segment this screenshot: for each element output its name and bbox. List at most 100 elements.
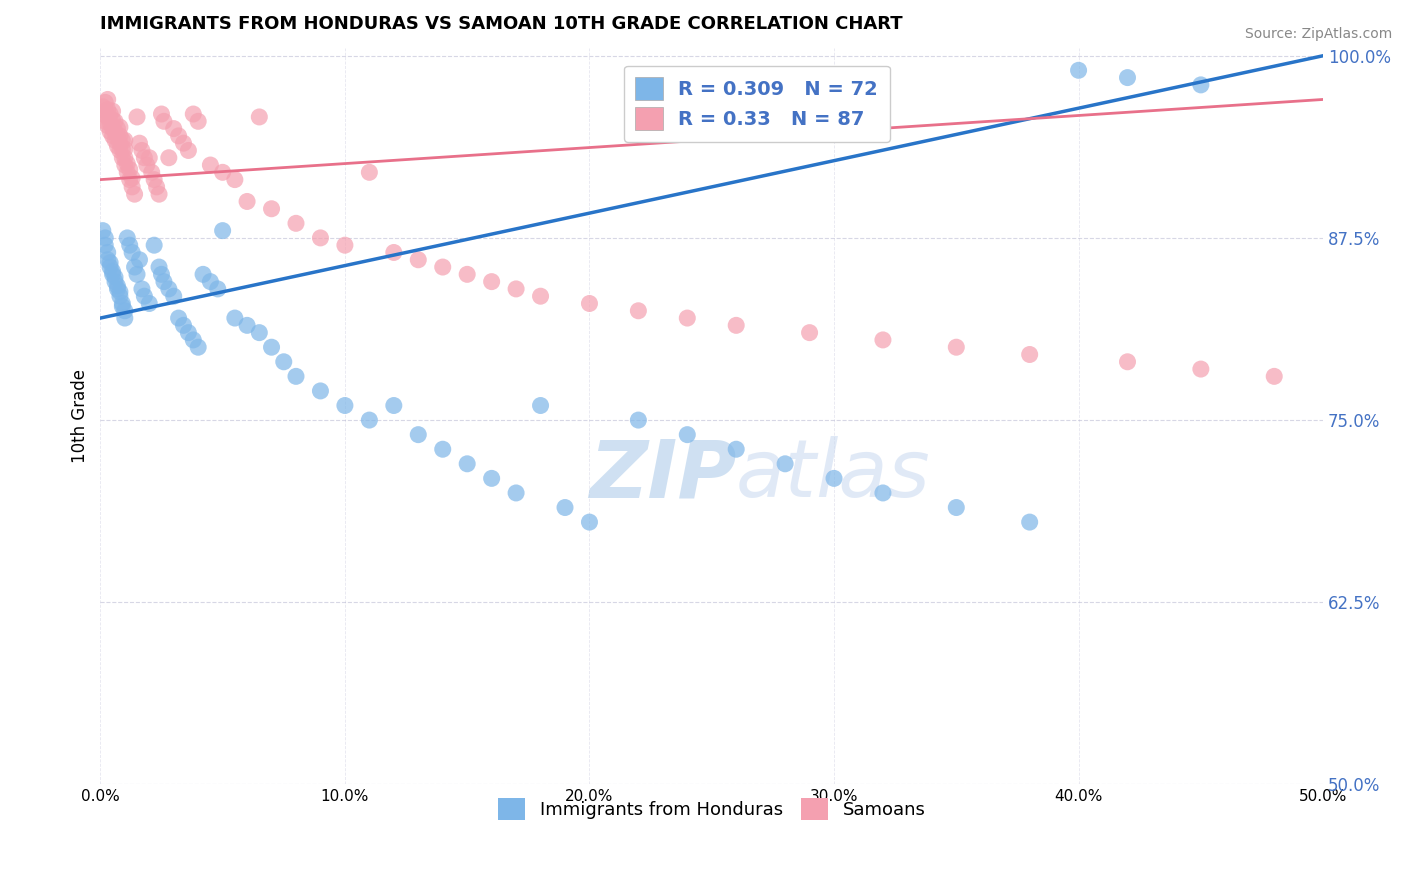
Point bbox=[108, 285, 131, 299]
Point bbox=[111, 133, 134, 147]
Point bbox=[1116, 70, 1139, 85]
Point bbox=[138, 296, 160, 310]
Point bbox=[124, 187, 146, 202]
Text: Source: ZipAtlas.com: Source: ZipAtlas.com bbox=[1244, 27, 1392, 41]
Point bbox=[138, 151, 160, 165]
Point bbox=[200, 158, 222, 172]
Point bbox=[94, 95, 117, 110]
Point bbox=[118, 172, 141, 186]
Point bbox=[236, 194, 259, 209]
Point bbox=[125, 268, 148, 282]
Point bbox=[104, 114, 127, 128]
Point bbox=[114, 151, 136, 165]
Point bbox=[121, 245, 143, 260]
Point bbox=[823, 471, 845, 485]
Point bbox=[108, 289, 131, 303]
Point bbox=[1018, 347, 1040, 361]
Point bbox=[333, 399, 356, 413]
Point bbox=[101, 121, 124, 136]
Point bbox=[163, 121, 186, 136]
Point bbox=[101, 268, 124, 282]
Point bbox=[177, 144, 200, 158]
Point bbox=[359, 413, 381, 427]
Point bbox=[104, 270, 127, 285]
Point bbox=[456, 268, 478, 282]
Point bbox=[125, 110, 148, 124]
Text: IMMIGRANTS FROM HONDURAS VS SAMOAN 10TH GRADE CORRELATION CHART: IMMIGRANTS FROM HONDURAS VS SAMOAN 10TH … bbox=[100, 15, 903, 33]
Point bbox=[456, 457, 478, 471]
Point bbox=[157, 282, 180, 296]
Point bbox=[285, 369, 308, 384]
Point bbox=[114, 133, 136, 147]
Point bbox=[131, 282, 153, 296]
Point bbox=[187, 114, 209, 128]
Point bbox=[104, 133, 127, 147]
Point bbox=[191, 268, 214, 282]
Point bbox=[173, 136, 195, 151]
Point bbox=[1116, 355, 1139, 369]
Point bbox=[117, 165, 139, 179]
Point bbox=[627, 413, 650, 427]
Y-axis label: 10th Grade: 10th Grade bbox=[72, 369, 89, 464]
Text: atlas: atlas bbox=[737, 436, 931, 515]
Point bbox=[157, 151, 180, 165]
Point bbox=[114, 142, 136, 156]
Point bbox=[104, 124, 127, 138]
Point bbox=[211, 165, 233, 179]
Point bbox=[1189, 362, 1212, 376]
Point bbox=[91, 107, 114, 121]
Point bbox=[97, 110, 120, 124]
Point bbox=[382, 399, 405, 413]
Point bbox=[98, 260, 121, 274]
Point bbox=[309, 231, 332, 245]
Point bbox=[207, 282, 229, 296]
Point bbox=[97, 92, 120, 106]
Point bbox=[406, 427, 429, 442]
Point bbox=[187, 340, 209, 354]
Point bbox=[676, 311, 699, 326]
Point bbox=[117, 231, 139, 245]
Point bbox=[529, 289, 551, 303]
Point bbox=[285, 216, 308, 230]
Point bbox=[111, 296, 134, 310]
Point bbox=[554, 500, 576, 515]
Point bbox=[114, 158, 136, 172]
Point bbox=[224, 311, 246, 326]
Text: ZIP: ZIP bbox=[589, 436, 737, 515]
Point bbox=[114, 311, 136, 326]
Legend: Immigrants from Honduras, Samoans: Immigrants from Honduras, Samoans bbox=[491, 790, 932, 827]
Point bbox=[108, 144, 131, 158]
Point bbox=[181, 107, 204, 121]
Point bbox=[131, 144, 153, 158]
Point bbox=[145, 180, 167, 194]
Point bbox=[505, 282, 527, 296]
Point bbox=[150, 107, 173, 121]
Point bbox=[107, 130, 129, 145]
Point bbox=[135, 158, 157, 172]
Point bbox=[148, 187, 170, 202]
Point bbox=[141, 165, 163, 179]
Point bbox=[177, 326, 200, 340]
Point bbox=[1018, 515, 1040, 529]
Point bbox=[309, 384, 332, 398]
Point bbox=[529, 399, 551, 413]
Point bbox=[128, 252, 150, 267]
Point bbox=[94, 104, 117, 119]
Point bbox=[101, 128, 124, 143]
Point bbox=[247, 326, 270, 340]
Point bbox=[97, 245, 120, 260]
Point bbox=[98, 107, 121, 121]
Point bbox=[773, 457, 796, 471]
Point bbox=[101, 104, 124, 119]
Point bbox=[505, 486, 527, 500]
Point bbox=[359, 165, 381, 179]
Point bbox=[163, 289, 186, 303]
Point bbox=[108, 120, 131, 135]
Point bbox=[181, 333, 204, 347]
Point bbox=[236, 318, 259, 333]
Point bbox=[101, 112, 124, 127]
Point bbox=[432, 260, 454, 274]
Point bbox=[578, 515, 600, 529]
Point bbox=[333, 238, 356, 252]
Point bbox=[676, 427, 699, 442]
